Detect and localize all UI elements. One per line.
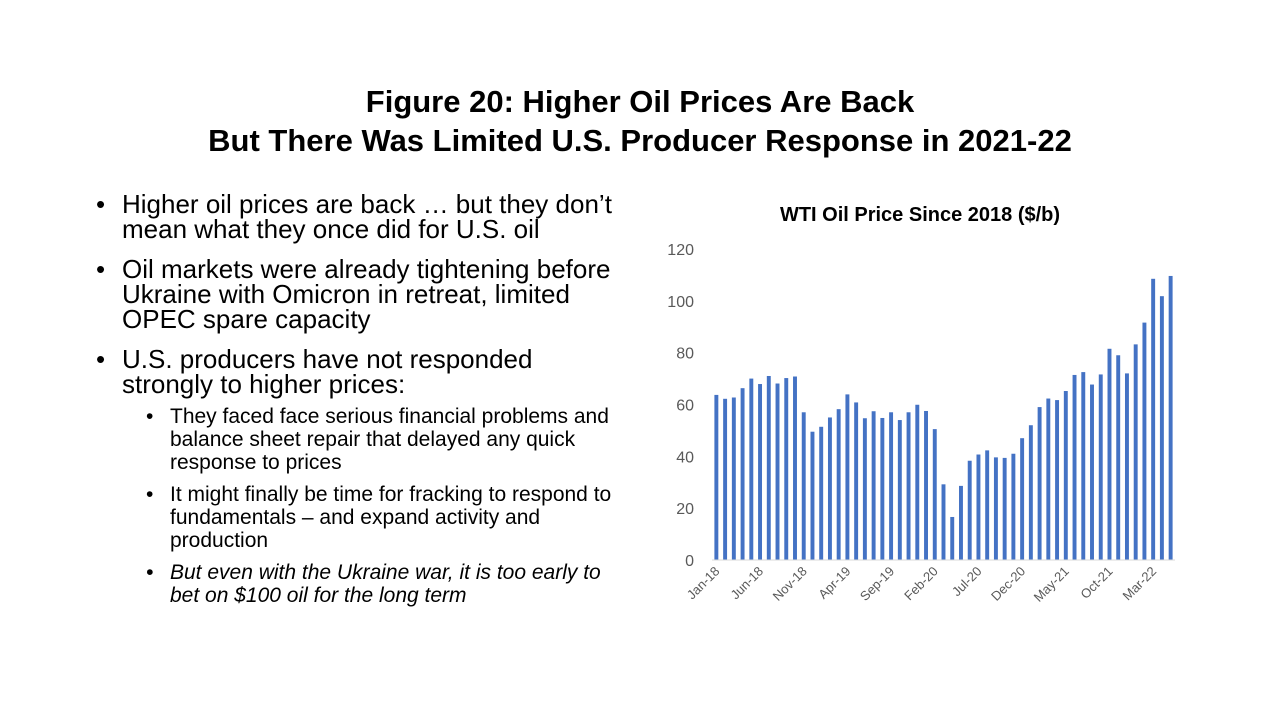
bar-Jul-21	[1081, 372, 1086, 560]
slide-title-line-2: But There Was Limited U.S. Producer Resp…	[208, 123, 1072, 158]
x-tick-label: May-21	[1031, 564, 1072, 605]
x-tick-label: Sep-19	[857, 564, 897, 604]
bar-Dec-19	[915, 404, 920, 560]
bar-Oct-20	[1002, 457, 1007, 560]
sub-bullet-item-3: But even with the Ukraine war, it is too…	[146, 561, 626, 607]
y-tick-label: 120	[667, 242, 694, 259]
x-tick-label: Nov-18	[770, 564, 810, 604]
bar-Oct-18	[793, 376, 797, 560]
bar-Jan-18	[714, 394, 719, 560]
bar-Mar-18	[731, 397, 736, 560]
bar-Jun-20	[967, 460, 972, 560]
bar-Apr-19	[845, 394, 850, 560]
sub-bullet-item-2: It might finally be time for fracking to…	[146, 483, 626, 552]
bar-Nov-18	[801, 412, 806, 560]
bar-Jul-19	[871, 411, 876, 560]
bar-Mar-19	[836, 409, 841, 560]
chart-container: WTI Oil Price Since 2018 ($/b) 0 20 40 60 80…	[640, 190, 1200, 640]
bar-May-20	[959, 485, 963, 560]
y-tick-label: 100	[667, 294, 694, 311]
bar-Jul-20	[976, 454, 981, 560]
bar-Jun-21	[1072, 374, 1077, 560]
bar-Sep-20	[993, 457, 998, 560]
bar-Mar-22	[1151, 278, 1156, 560]
bullet-list: Higher oil prices are back … but they do…	[96, 191, 626, 622]
y-tick-label: 40	[676, 449, 694, 466]
y-tick-label: 80	[676, 346, 694, 363]
sub-bullet-item-1: They faced face serious financial proble…	[146, 405, 626, 474]
bar-Mar-21	[1046, 398, 1051, 560]
bar-Apr-18	[740, 388, 745, 560]
bar-Sep-18	[784, 378, 789, 560]
bar-Nov-20	[1011, 453, 1016, 560]
bar-Mar-20	[941, 484, 946, 560]
y-tick-label: 20	[676, 501, 694, 518]
bar-Jan-21	[1028, 425, 1033, 560]
bar-Feb-20	[932, 429, 937, 560]
bullet-item-1: Higher oil prices are back … but they do…	[96, 191, 626, 242]
y-tick-label: 60	[676, 398, 694, 415]
bar-Dec-18	[810, 431, 815, 560]
x-tick-label: Jun-18	[727, 564, 766, 603]
bar-Jan-19	[819, 426, 824, 560]
bar-Nov-19	[906, 412, 911, 560]
sub-bullet-list: They faced face serious financial proble…	[122, 405, 626, 607]
bar-Jan-22	[1133, 344, 1138, 560]
bar-May-19	[854, 402, 859, 560]
bar-Apr-22	[1159, 296, 1164, 560]
bar-May-18	[749, 378, 754, 560]
bar-Dec-21	[1124, 373, 1129, 560]
bar-Jan-20	[924, 410, 928, 560]
bar-Feb-21	[1037, 407, 1042, 560]
bar-Apr-20	[950, 516, 955, 560]
chart-title: WTI Oil Price Since 2018 ($/b)	[779, 204, 1061, 226]
bar-Aug-19	[880, 417, 885, 560]
bullet-item-2: Oil markets were already tightening befo…	[96, 256, 626, 332]
bar-Feb-18	[723, 398, 728, 560]
bar-Sep-19	[889, 412, 894, 560]
bar-Jun-18	[758, 384, 763, 560]
x-tick-label: Mar-22	[1120, 564, 1160, 604]
bar-Nov-21	[1116, 355, 1121, 560]
bar-Aug-21	[1090, 384, 1094, 560]
bar-Apr-21	[1055, 400, 1060, 560]
y-tick-label: 0	[685, 553, 694, 570]
bar-Feb-19	[827, 417, 832, 560]
x-tick-label: Feb-20	[901, 564, 941, 604]
bar-Oct-21	[1107, 348, 1112, 560]
bar-Aug-18	[775, 383, 780, 560]
x-tick-label: Apr-19	[815, 564, 853, 602]
bar-Oct-19	[897, 420, 902, 560]
x-tick-label: Dec-20	[988, 564, 1028, 604]
bar-Aug-20	[985, 450, 990, 560]
bar-Sep-21	[1098, 374, 1103, 560]
bullet-item-3: U.S. producers have not responded strong…	[96, 344, 626, 607]
bar-Jul-18	[766, 375, 771, 560]
x-tick-label: Jul-20	[949, 564, 985, 600]
slide-title-line-1: Figure 20: Higher Oil Prices Are Back	[365, 84, 915, 119]
bar-Dec-20	[1020, 438, 1025, 560]
bar-Jun-19	[862, 418, 867, 560]
x-tick-label: Oct-21	[1077, 564, 1115, 602]
bullet-item-3-text: U.S. producers have not responded strong…	[122, 344, 533, 399]
bar-May-22	[1168, 275, 1173, 560]
bar-Feb-22	[1142, 322, 1147, 560]
bar-May-21	[1063, 391, 1068, 560]
slide-title: Figure 20: Higher Oil Prices Are Back Bu…	[0, 82, 1280, 160]
